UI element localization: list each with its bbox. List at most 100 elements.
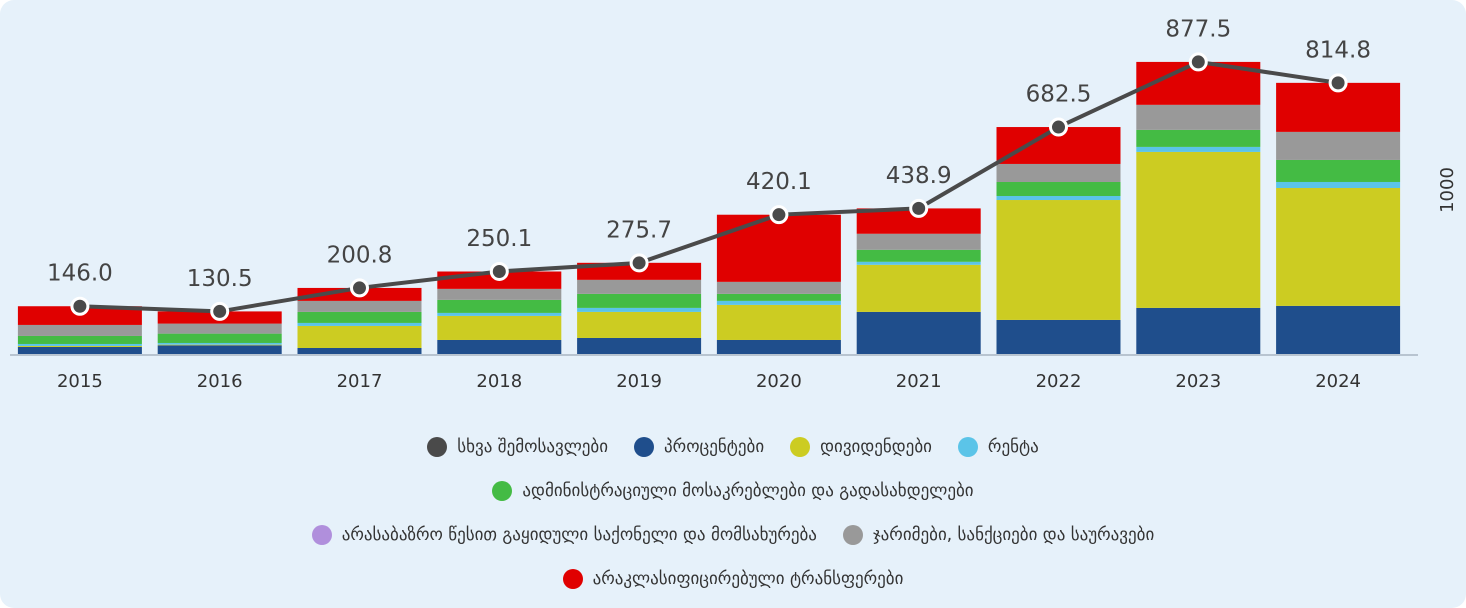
data-label: 877.5: [1165, 16, 1231, 42]
line-point: [210, 301, 230, 321]
legend-item: პროცენტები: [634, 437, 764, 457]
legend-row: სხვა შემოსავლები პროცენტები დივიდენდები რენ…: [0, 425, 1466, 469]
bar-segment: [1136, 307, 1261, 355]
bar-segment: [1136, 129, 1261, 147]
line: [79, 59, 1339, 314]
bar-segment: [297, 325, 422, 348]
bar-segment: [1276, 181, 1401, 188]
bar-segment: [1136, 151, 1261, 308]
bar-segment: [297, 311, 422, 323]
y-axis-label: 1000: [1437, 167, 1458, 213]
bar-segment: [157, 333, 282, 343]
line-point: [909, 198, 929, 218]
bar-segment: [297, 300, 422, 312]
bar-segment: [716, 214, 841, 282]
legend-swatch: [562, 569, 583, 589]
bar-segment: [17, 345, 142, 347]
x-tick-label: 2023: [1175, 371, 1221, 392]
data-label: 250.1: [466, 226, 532, 252]
data-label: 130.5: [187, 266, 253, 292]
legend-item: არაკლასიფიცირებული ტრანსფერები: [562, 569, 904, 589]
legend-label: ადმინისტრაციული მოსაკრებლები და გადასახდ…: [522, 481, 974, 501]
bar-segment: [1276, 188, 1401, 306]
x-tick-label: 2015: [57, 371, 103, 392]
data-label: 438.9: [886, 163, 952, 189]
bar-segment: [157, 342, 282, 345]
legend-swatch: [842, 525, 863, 545]
legend-row: ადმინისტრაციული მოსაკრებლები და გადასახდ…: [0, 469, 1466, 513]
legend-label: ჯარიმები, სანქციები და საურავები: [872, 525, 1155, 545]
bar-segment: [716, 339, 841, 355]
line-point: [1328, 73, 1348, 93]
legend-label: არასაბაზრო წესით გაყიდული საქონელი და მო…: [341, 525, 817, 545]
x-tick-label: 2018: [476, 371, 522, 392]
line-point: [350, 278, 369, 298]
bar-segment: [17, 346, 142, 355]
plot: 1000 2015 2016 2017 2018 2019 2020 2021 2022 202…: [10, 16, 1458, 392]
bar-segment: [577, 293, 702, 308]
bar-segment: [577, 307, 702, 312]
bar-segment: [1276, 159, 1401, 182]
data-label: 420.1: [746, 169, 812, 195]
legend-label: არაკლასიფიცირებული ტრანსფერები: [592, 569, 904, 589]
bar-segment: [297, 347, 422, 355]
legend-swatch: [790, 437, 811, 457]
legend-label: პროცენტები: [664, 437, 765, 457]
data-label: 146.0: [47, 261, 113, 287]
legend-swatch: [427, 437, 448, 457]
legend-label: რენტა: [987, 437, 1039, 457]
legend-item: ჯარიმები, სანქციები და საურავები: [842, 525, 1155, 545]
bar-segment: [1276, 131, 1401, 160]
x-tick-label: 2022: [1036, 371, 1082, 392]
bar-segment: [716, 281, 841, 294]
legend-item: არასაბაზრო წესით გაყიდული საქონელი და მო…: [311, 525, 817, 545]
data-label: 200.8: [327, 242, 393, 268]
x-tick-label: 2024: [1315, 371, 1361, 392]
bar-segment: [157, 344, 282, 346]
bar-segment: [17, 324, 142, 336]
bar-segment: [996, 319, 1121, 355]
line-point: [1049, 117, 1068, 137]
legend: სხვა შემოსავლები პროცენტები დივიდენდები რენ…: [0, 425, 1466, 601]
line-point: [1188, 52, 1208, 72]
bar-segment: [856, 261, 981, 265]
bar-segment: [437, 288, 562, 300]
bar-segment: [856, 233, 981, 250]
bar-segment: [1136, 146, 1261, 152]
bar-segment: [577, 311, 702, 338]
data-label: 275.7: [606, 217, 672, 243]
legend-swatch: [311, 525, 332, 545]
bar-segment: [577, 337, 702, 355]
bar-segment: [856, 249, 981, 262]
bar-segment: [437, 339, 562, 355]
legend-swatch: [492, 481, 513, 501]
legend-row: არასაბაზრო წესით გაყიდული საქონელი და მო…: [0, 513, 1466, 557]
bar-segment: [17, 335, 142, 344]
line-point: [489, 261, 509, 281]
legend-item: სხვა შემოსავლები: [427, 437, 608, 457]
legend-swatch: [634, 437, 655, 457]
legend-row: არაკლასიფიცირებული ტრანსფერები: [0, 557, 1466, 601]
bar-segment: [297, 322, 422, 326]
x-tick-label: 2017: [337, 371, 383, 392]
bar-segment: [996, 200, 1121, 320]
data-label: 814.8: [1305, 37, 1371, 63]
legend-swatch: [957, 437, 978, 457]
bar-segment: [856, 311, 981, 355]
x-tick-label: 2021: [896, 371, 942, 392]
legend-label: სხვა შემოსავლები: [457, 437, 609, 457]
bar-segment: [577, 279, 702, 294]
bar-segment: [996, 163, 1121, 182]
legend-label: დივიდენდები: [820, 437, 932, 457]
x-tick-label: 2020: [756, 371, 802, 392]
bar-segment: [996, 196, 1121, 201]
bar-segment: [996, 181, 1121, 197]
legend-item: დივიდენდები: [790, 437, 932, 457]
bar-segment: [437, 299, 562, 313]
bar-segment: [856, 264, 981, 312]
bar-segment: [157, 323, 282, 334]
x-tick-label: 2016: [197, 371, 243, 392]
bar-segment: [17, 343, 142, 346]
bar-segment: [716, 300, 841, 305]
